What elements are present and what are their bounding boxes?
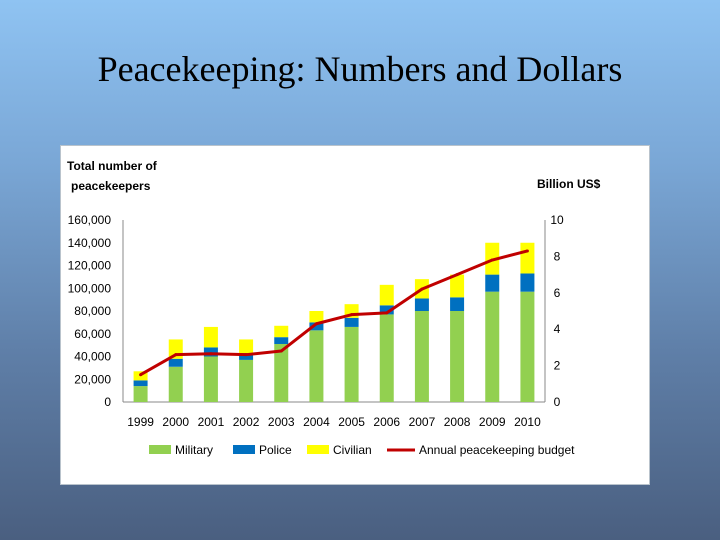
y-right-tick-label: 4 <box>554 322 561 336</box>
bar-military-2001 <box>203 356 218 402</box>
slide-title: Peacekeeping: Numbers and Dollars <box>97 49 623 89</box>
legend-label-military: Military <box>175 443 213 457</box>
y-left-tick-label: 60,000 <box>74 327 111 341</box>
y-right-tick-label: 6 <box>554 286 561 300</box>
y-left-tick-label: 100,000 <box>68 281 112 295</box>
bar-civilian-2002 <box>239 339 254 354</box>
bar-military-2005 <box>344 326 359 402</box>
y-right-tick-label: 0 <box>554 395 561 409</box>
y-left-tick-label: 140,000 <box>68 236 112 250</box>
bar-military-2003 <box>274 343 289 402</box>
bar-military-2010 <box>520 291 535 402</box>
bar-civilian-2003 <box>274 325 289 338</box>
x-tick-label: 2010 <box>514 415 541 429</box>
bar-police-2001 <box>203 347 218 357</box>
bar-civilian-2010 <box>520 242 535 274</box>
bar-police-2009 <box>485 274 500 292</box>
bar-civilian-2008 <box>450 274 465 298</box>
y-left-tick-label: 40,000 <box>74 350 111 364</box>
y-right-tick-label: 8 <box>554 249 561 263</box>
bar-military-2008 <box>450 311 465 402</box>
budget-point-2001 <box>209 352 213 356</box>
bar-military-2004 <box>309 330 324 402</box>
legend-swatch-police <box>233 445 255 454</box>
y-left-tick-label: 80,000 <box>74 304 111 318</box>
budget-point-2000 <box>174 353 178 357</box>
budget-point-2005 <box>350 313 354 317</box>
x-tick-label: 2009 <box>479 415 506 429</box>
y-left-tick-label: 20,000 <box>74 372 111 386</box>
legend-swatch-military <box>149 445 171 454</box>
bar-military-1999 <box>133 386 148 402</box>
bar-police-2003 <box>274 337 289 344</box>
x-tick-label: 2002 <box>233 415 260 429</box>
x-tick-label: 2007 <box>409 415 436 429</box>
x-tick-label: 1999 <box>127 415 154 429</box>
bar-military-2002 <box>239 359 254 402</box>
budget-point-2003 <box>279 349 283 353</box>
y-left-label-line-1: Total number of <box>67 159 158 173</box>
x-tick-label: 2004 <box>303 415 330 429</box>
budget-point-2010 <box>525 249 529 253</box>
bar-military-2006 <box>379 314 394 402</box>
bar-civilian-2004 <box>309 311 324 323</box>
budget-point-2009 <box>490 258 494 262</box>
y-left-label-line-2: peacekeepers <box>71 179 151 193</box>
chart-legend: Military Police Civilian Annual peacekeepin… <box>149 443 575 457</box>
y-right-label: Billion US$ <box>537 177 601 191</box>
budget-point-2004 <box>314 322 318 326</box>
legend-label-civilian: Civilian <box>333 443 372 457</box>
y-right-tick-label: 2 <box>554 359 561 373</box>
budget-line <box>139 249 529 377</box>
stacked-bar-line-chart: Total number of peacekeepers Billion US$… <box>67 159 601 457</box>
budget-point-2002 <box>244 353 248 357</box>
legend-label-police: Police <box>259 443 292 457</box>
bar-civilian-2001 <box>203 326 218 348</box>
legend-swatch-civilian <box>307 445 329 454</box>
budget-point-2007 <box>420 287 424 291</box>
budget-point-2006 <box>385 311 389 315</box>
budget-point-2008 <box>455 273 459 277</box>
y-left-tick-label: 120,000 <box>68 259 112 273</box>
legend-label-annual-peacekeeping-budget: Annual peacekeeping budget <box>419 443 575 457</box>
bar-police-2005 <box>344 317 359 327</box>
chart-panel: Total number of peacekeepers Billion US$… <box>60 145 650 485</box>
bar-police-2006 <box>379 305 394 315</box>
bar-police-2007 <box>414 298 429 311</box>
budget-point-1999 <box>139 373 143 377</box>
x-tick-label: 2006 <box>373 415 400 429</box>
bar-military-2009 <box>485 291 500 402</box>
x-tick-label: 2000 <box>162 415 189 429</box>
x-tick-label: 2001 <box>198 415 225 429</box>
chart-axes: 0 20,000 40,000 60,000 80,000 100,000 120,000 1… <box>68 213 564 429</box>
bar-police-2004 <box>309 322 324 331</box>
y-left-tick-label: 160,000 <box>68 213 112 227</box>
bar-police-2010 <box>520 273 535 292</box>
bar-police-2002 <box>239 353 254 360</box>
bar-civilian-2006 <box>379 284 394 306</box>
y-left-tick-label: 0 <box>104 395 111 409</box>
x-tick-label: 2005 <box>338 415 365 429</box>
bar-military-2007 <box>414 311 429 402</box>
y-right-tick-label: 10 <box>550 213 564 227</box>
bar-police-1999 <box>133 380 148 387</box>
bar-police-2000 <box>168 358 183 367</box>
x-tick-label: 2003 <box>268 415 295 429</box>
bar-police-2008 <box>450 297 465 311</box>
x-tick-label: 2008 <box>444 415 471 429</box>
budget-line-path <box>139 249 528 377</box>
bar-military-2000 <box>168 366 183 402</box>
